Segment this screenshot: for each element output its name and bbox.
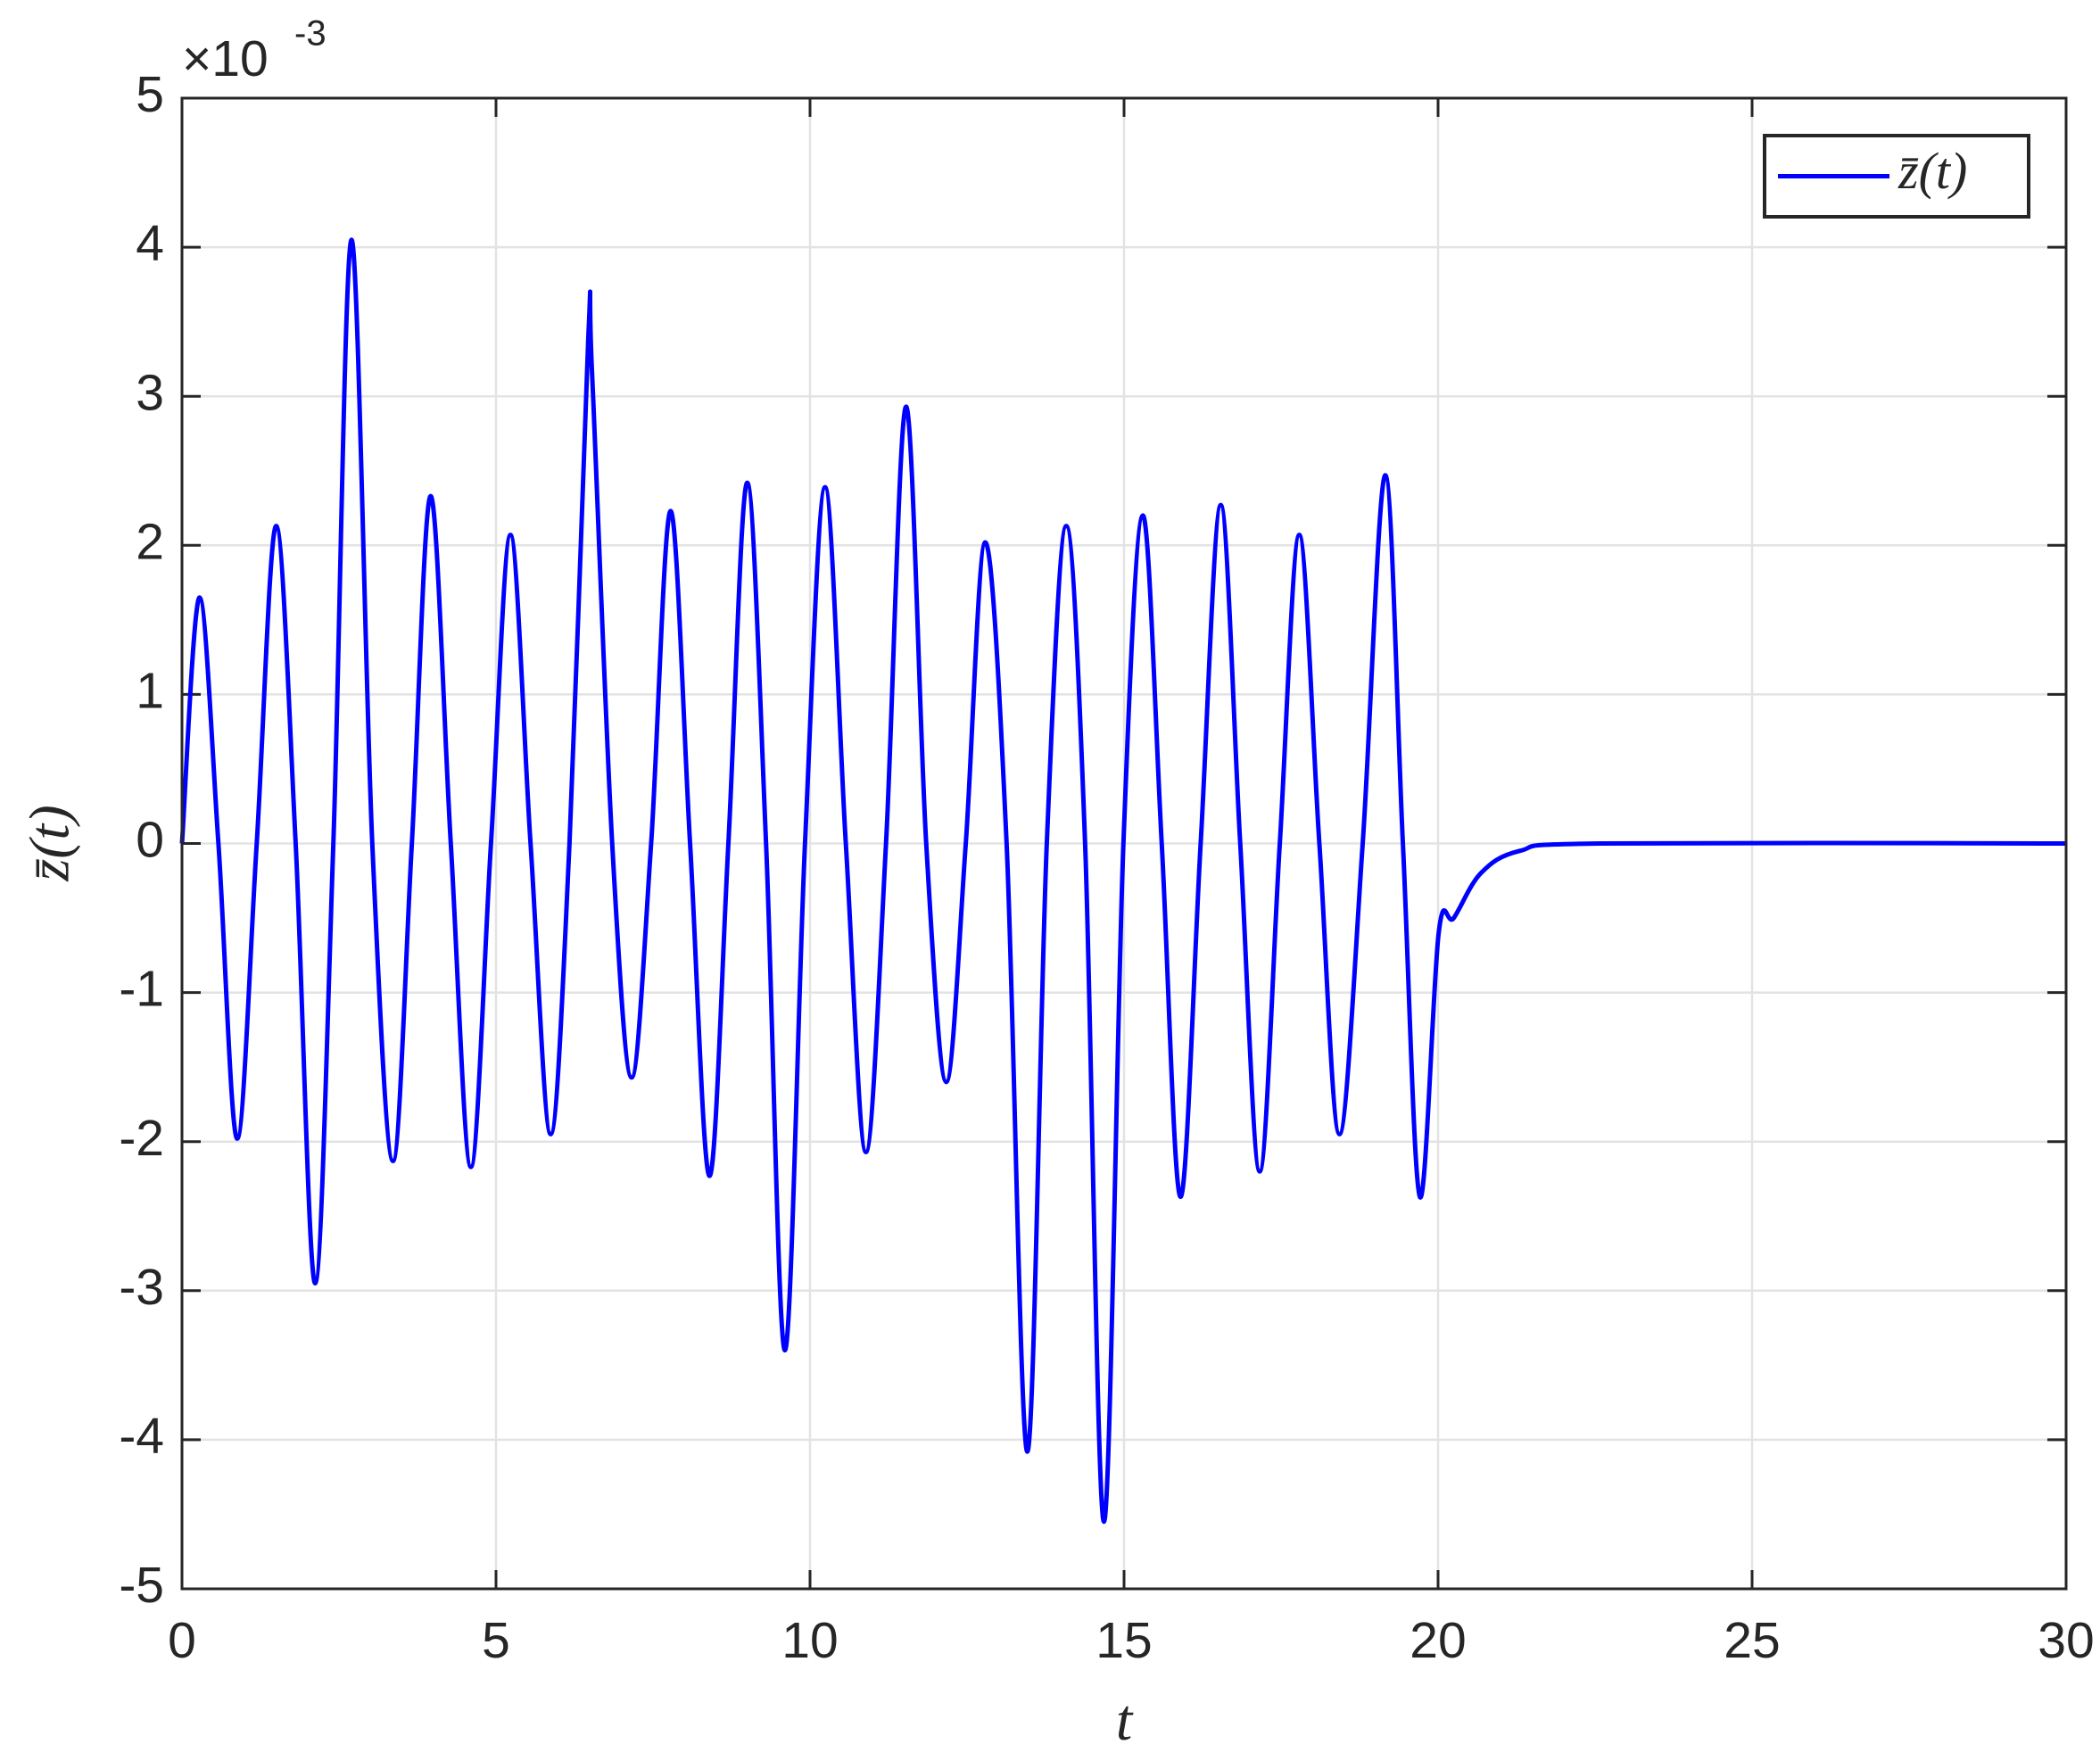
y-tick-label: -5 [119,1557,164,1614]
y-axis-label: z̄(t) [18,805,81,881]
y-tick-label: -2 [119,1110,164,1167]
y-tick-label: -3 [119,1259,164,1316]
y-tick-label: 2 [136,513,164,570]
x-tick-label: 5 [482,1612,510,1669]
x-tick-label: 20 [1410,1612,1466,1669]
y-multiplier: ×10 [182,30,269,87]
axes-box [180,96,2068,1591]
y-tick-label: -4 [119,1408,164,1465]
y-tick-label: 0 [136,812,164,869]
legend-label: z̄(t) [1897,142,1967,200]
y-tick-label: 1 [136,662,164,719]
x-axis-label: t [1116,1688,1134,1753]
y-tick-label: 3 [136,364,164,421]
x-tick-label: 30 [2038,1612,2094,1669]
x-tick-label: 0 [168,1612,196,1669]
y-tick-label: 4 [136,215,164,272]
x-tick-label: 15 [1095,1612,1152,1669]
x-tick-label: 25 [1724,1612,1780,1669]
x-tick-label: 10 [781,1612,838,1669]
y-tick-label: 5 [136,66,164,123]
y-tick-label: -1 [119,961,164,1018]
y-exponent: -3 [294,14,327,54]
series-line [179,237,2067,1525]
